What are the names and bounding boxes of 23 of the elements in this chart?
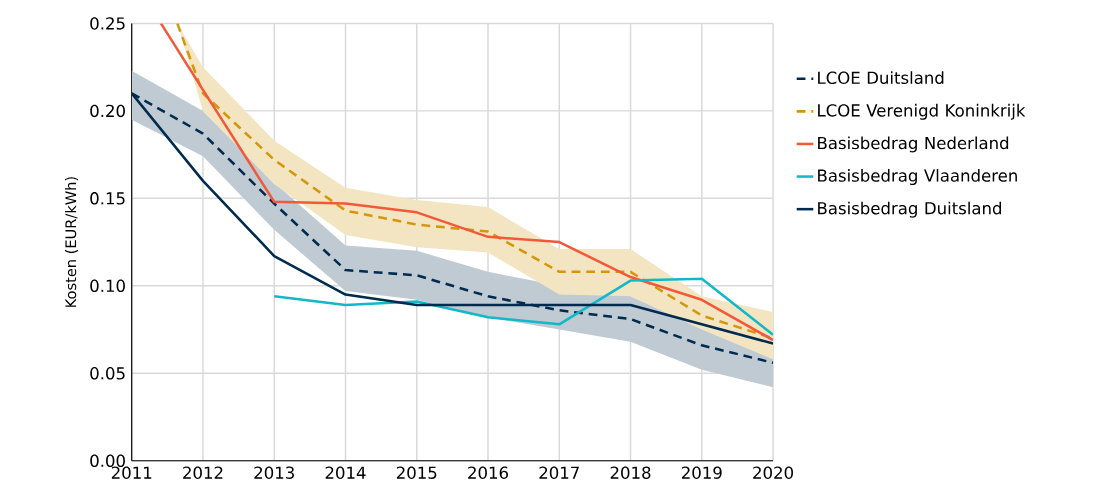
x-tick-label: 2014	[325, 466, 366, 480]
x-tick-label: 2012	[183, 466, 223, 480]
x-tick-label: 2016	[468, 466, 508, 480]
y-axis-title: Kosten (EUR/kWh)	[64, 177, 78, 307]
line-series	[272, 277, 774, 337]
y-tick-label: 0.00	[90, 454, 125, 468]
x-tick-label: 2020	[753, 466, 793, 480]
y-tick-label: 0.20	[90, 104, 125, 118]
x-tick-label: 2013	[254, 466, 294, 480]
y-tick-label: 0.25	[90, 17, 125, 30]
legend-label: LCOE Duitsland	[818, 71, 944, 85]
x-tick-label: 2017	[539, 466, 579, 480]
x-tick-label: 2015	[396, 466, 437, 480]
x-tick-label: 2019	[681, 466, 722, 480]
legend-label: Basisbedrag Vlaanderen	[818, 169, 1017, 186]
x-tick-label: 2011	[111, 466, 152, 480]
y-tick-label: 0.10	[90, 279, 125, 293]
legend-label: Basisbedrag Nederland	[818, 136, 1009, 153]
y-tick-label: 0.15	[90, 192, 125, 205]
y-tick-label: 0.05	[90, 367, 125, 380]
legend-label: Basisbedrag Duitsland	[818, 201, 1002, 218]
legend-label: LCOE Verenigd Koninkrijk	[818, 103, 1026, 120]
x-tick-label: 2018	[610, 466, 651, 480]
